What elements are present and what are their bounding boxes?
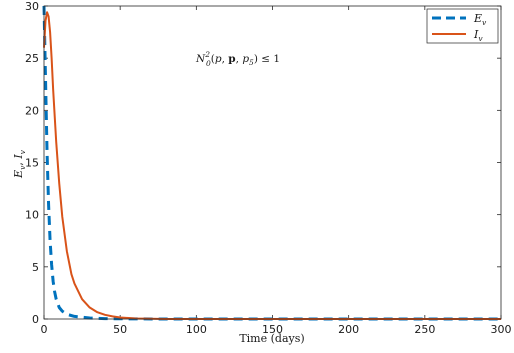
legend-label-ev: Ev xyxy=(473,12,487,27)
y-tick-label: 5 xyxy=(32,261,39,274)
tick-group: 0 50 100 150 200 250 300 0 5 10 15 20 25 30 xyxy=(25,0,512,336)
y-tick-label: 0 xyxy=(32,313,39,326)
y-tick-label: 15 xyxy=(25,157,39,170)
x-tick-label: 200 xyxy=(338,323,359,336)
x-tick-label: 100 xyxy=(186,323,207,336)
x-tick-label: 50 xyxy=(113,323,127,336)
y-tick-label: 25 xyxy=(25,52,39,65)
y-tick-label: 20 xyxy=(25,104,39,117)
legend: Ev Iv xyxy=(426,8,499,44)
legend-label-iv: Iv xyxy=(473,28,483,43)
x-tick-label: 250 xyxy=(414,323,435,336)
plot-background xyxy=(44,6,501,319)
x-tick-label: 150 xyxy=(262,323,283,336)
y-tick-label: 30 xyxy=(25,0,39,13)
x-tick-label: 300 xyxy=(491,323,512,336)
plot-frame xyxy=(43,5,502,320)
x-tick-label: 0 xyxy=(41,323,48,336)
legend-box xyxy=(426,8,499,44)
annotation: N2 0(p, p, p5) ≤ 1 xyxy=(195,50,280,68)
y-tick-label: 10 xyxy=(25,209,39,222)
x-axis-label: Time (days) xyxy=(239,332,304,345)
y-axis-label: Ev, Iv xyxy=(12,149,27,179)
